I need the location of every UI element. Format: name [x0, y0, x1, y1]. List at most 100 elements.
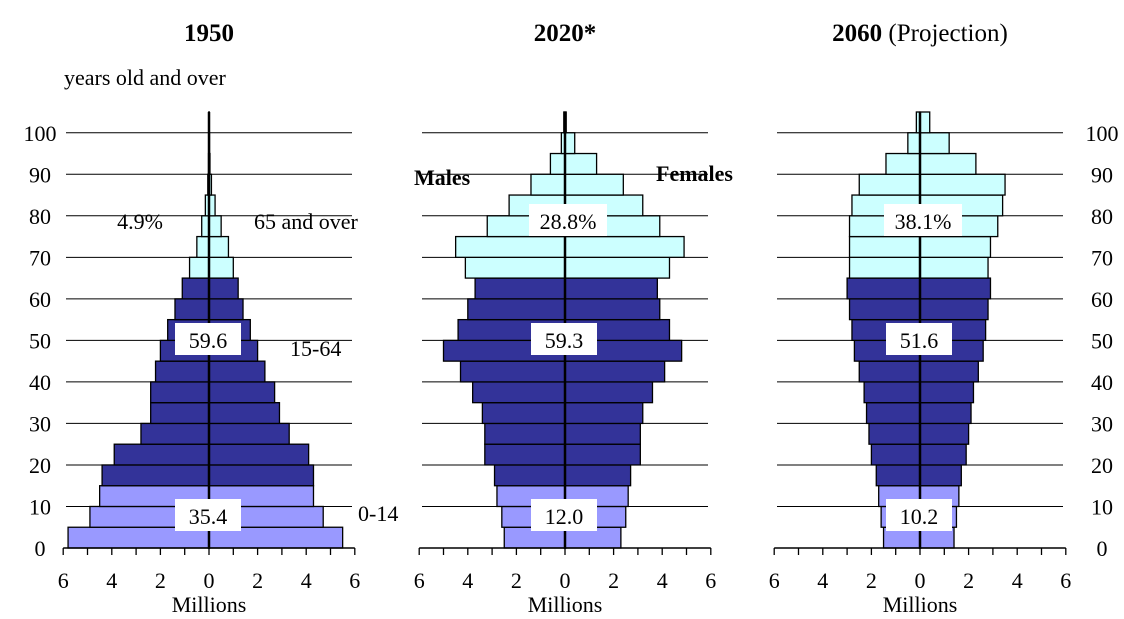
panel-title-year: 2020 — [534, 20, 584, 47]
elderly-share-label-box: 28.8% — [529, 204, 607, 236]
x-tick-label: 0 — [915, 568, 926, 593]
bar-male-70-74 — [196, 235, 210, 258]
bar-male-30-34 — [150, 402, 210, 425]
bar-male-55-59 — [848, 298, 921, 321]
y-tick-label-right: 20 — [1091, 453, 1113, 478]
working-share-label: 51.6 — [900, 328, 939, 353]
y-tick-label-right: 50 — [1091, 328, 1113, 353]
working-share-label-bg — [531, 323, 597, 355]
y-tick-label-right: 0 — [1097, 536, 1108, 561]
young-share-label-box: 12.0 — [531, 499, 597, 531]
bar-male-40-44 — [858, 360, 921, 383]
bar-male-65-69 — [188, 256, 210, 279]
x-tick-label: 2 — [155, 568, 166, 593]
bar-female-65-69 — [208, 256, 234, 279]
working-share-label-bg — [886, 323, 952, 355]
x-axis-label: Millions — [172, 592, 247, 617]
young-group-label: 0-14 — [358, 501, 398, 526]
y-tick-label-left: 100 — [24, 121, 57, 146]
bar-female-30-34 — [564, 402, 644, 425]
bar-male-70-74 — [848, 235, 921, 258]
pyramid-panel-2060: 2060 (Projection) 6 4 2 0 2 4 6 Millions 10.2 51.6… — [769, 20, 1072, 617]
bar-female-40-44 — [208, 360, 266, 383]
bar-female-20-24 — [208, 443, 310, 466]
bar-female-25-29 — [564, 422, 641, 445]
bar-female-15-19 — [208, 464, 315, 487]
bar-male-35-39 — [472, 381, 566, 404]
x-tick-label: 4 — [462, 568, 473, 593]
y-tick-label-left: 50 — [29, 328, 51, 353]
bar-female-85-89 — [919, 173, 1006, 196]
bar-female-70-74 — [919, 235, 992, 258]
y-tick-label-left: 30 — [29, 411, 51, 436]
bar-male-55-59 — [467, 298, 566, 321]
bar-female-55-59 — [564, 298, 661, 321]
bar-female-55-59 — [919, 298, 989, 321]
x-tick-label: 6 — [705, 568, 716, 593]
elderly-share-label-bg — [884, 204, 962, 236]
y-tick-label-left: 0 — [35, 536, 46, 561]
bar-female-35-39 — [564, 381, 654, 404]
bar-male-20-24 — [484, 443, 566, 466]
males-label: Males — [414, 165, 471, 190]
working-share-label-box: 59.6 — [175, 323, 241, 355]
y-tick-label-left: 80 — [29, 204, 51, 229]
x-tick-label: 4 — [301, 568, 312, 593]
y-tick-label-right: 80 — [1091, 204, 1113, 229]
bar-male-15-19 — [101, 464, 210, 487]
y-tick-label-left: 40 — [29, 370, 51, 395]
young-share-label-box: 35.4 — [175, 499, 241, 531]
x-tick-label: 2 — [252, 568, 263, 593]
working-share-label: 59.6 — [189, 328, 228, 353]
bar-male-60-64 — [181, 277, 210, 300]
bar-female-75-79 — [208, 215, 222, 238]
elderly-share-label: 28.8% — [540, 209, 597, 234]
young-share-label: 35.4 — [189, 504, 228, 529]
bar-female-70-74 — [564, 235, 685, 258]
females-label: Females — [656, 161, 733, 186]
bar-female-65-69 — [919, 256, 989, 279]
bar-male-25-29 — [484, 422, 566, 445]
x-tick-label: 6 — [769, 568, 780, 593]
bar-male-20-24 — [113, 443, 210, 466]
young-share-label-bg — [175, 499, 241, 531]
y-tick-label-right: 40 — [1091, 370, 1113, 395]
bar-female-40-44 — [564, 360, 666, 383]
x-tick-label: 0 — [204, 568, 215, 593]
bar-female-90-94 — [919, 152, 977, 175]
bar-male-40-44 — [154, 360, 210, 383]
y-tick-label-left: 90 — [29, 162, 51, 187]
elderly-group-label: 65 and over — [254, 209, 359, 234]
elderly-share-label: 4.9% — [117, 209, 163, 234]
bar-male-20-24 — [870, 443, 921, 466]
x-axis-label: Millions — [883, 592, 958, 617]
panel-title: 1950 — [184, 20, 234, 47]
bar-male-85-89 — [530, 173, 566, 196]
working-group-label: 15-64 — [290, 336, 341, 361]
y-tick-label-right: 60 — [1091, 287, 1113, 312]
bar-male-95-99 — [907, 132, 921, 155]
pyramid-panel-2020: 2020* 6 4 2 0 2 4 6 Millions 12.0 59.3 28.8% — [414, 20, 717, 617]
y-tick-label-left: 10 — [29, 494, 51, 519]
bar-female-60-64 — [564, 277, 658, 300]
x-tick-label: 4 — [817, 568, 828, 593]
working-share-label-box: 51.6 — [886, 323, 952, 355]
bar-male-25-29 — [868, 422, 921, 445]
bar-male-65-69 — [464, 256, 566, 279]
bar-female-55-59 — [208, 298, 244, 321]
working-share-label-box: 59.3 — [531, 323, 597, 355]
y-tick-label-left: 60 — [29, 287, 51, 312]
panel-title-year: 1950 — [184, 20, 234, 47]
bar-female-95-99 — [919, 132, 950, 155]
x-tick-label: 0 — [560, 568, 571, 593]
bar-female-20-24 — [919, 443, 967, 466]
x-tick-label: 2 — [608, 568, 619, 593]
working-share-label-bg — [175, 323, 241, 355]
panel-title: 2020* — [534, 20, 597, 47]
bar-female-40-44 — [919, 360, 979, 383]
young-share-label: 12.0 — [545, 504, 584, 529]
x-tick-label: 2 — [963, 568, 974, 593]
x-tick-label: 6 — [349, 568, 360, 593]
bar-male-60-64 — [846, 277, 921, 300]
